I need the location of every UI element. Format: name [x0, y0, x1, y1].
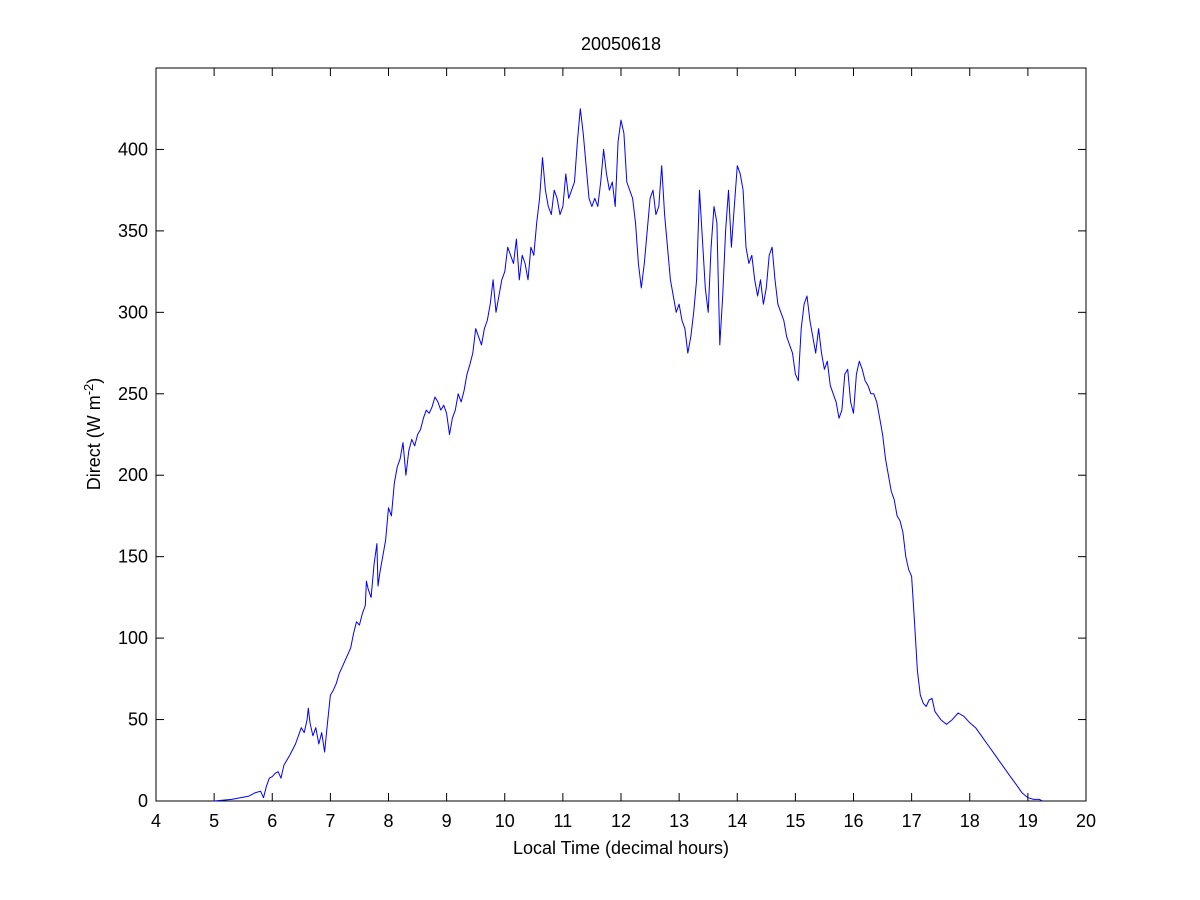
series-layer [214, 108, 1043, 802]
x-tick-label: 14 [727, 811, 747, 831]
x-tick-label: 10 [495, 811, 515, 831]
y-tick-label: 400 [118, 139, 148, 159]
y-axis-label: Direct (W m-2) [81, 378, 104, 491]
y-tick-label: 300 [118, 302, 148, 322]
x-tick-label: 4 [151, 811, 161, 831]
x-tick-label: 15 [785, 811, 805, 831]
y-tick-label: 350 [118, 221, 148, 241]
x-axis-label: Local Time (decimal hours) [513, 838, 729, 858]
x-tick-label: 12 [611, 811, 631, 831]
x-tick-label: 19 [1018, 811, 1038, 831]
x-tick-label: 18 [960, 811, 980, 831]
x-tick-label: 5 [209, 811, 219, 831]
y-tick-label: 0 [138, 791, 148, 811]
y-tick-label: 100 [118, 628, 148, 648]
y-tick-label: 250 [118, 384, 148, 404]
plot-area [155, 67, 1087, 802]
x-tick-label: 8 [383, 811, 393, 831]
x-tick-label: 7 [325, 811, 335, 831]
series-line [214, 108, 1043, 802]
y-axis-label-main: Direct (W m [84, 395, 104, 490]
x-tick-label: 13 [669, 811, 689, 831]
chart-title: 20050618 [581, 34, 661, 54]
x-tick-label: 20 [1076, 811, 1096, 831]
y-tick-label: 50 [128, 710, 148, 730]
tick-layer: 4 5 6 7 8 9 10 11 12 13 14 15 16 17 18 19 20050100150200… [118, 68, 1096, 831]
x-tick-label: 16 [843, 811, 863, 831]
y-axis-label-suffix: ) [84, 378, 104, 384]
x-tick-label: 11 [554, 811, 573, 831]
y-tick-label: 200 [118, 465, 148, 485]
x-tick-label: 9 [442, 811, 452, 831]
y-axis-label-superscript: -2 [81, 384, 96, 396]
x-tick-label: 6 [267, 811, 277, 831]
y-tick-label: 150 [118, 547, 148, 567]
x-tick-label: 17 [902, 811, 922, 831]
